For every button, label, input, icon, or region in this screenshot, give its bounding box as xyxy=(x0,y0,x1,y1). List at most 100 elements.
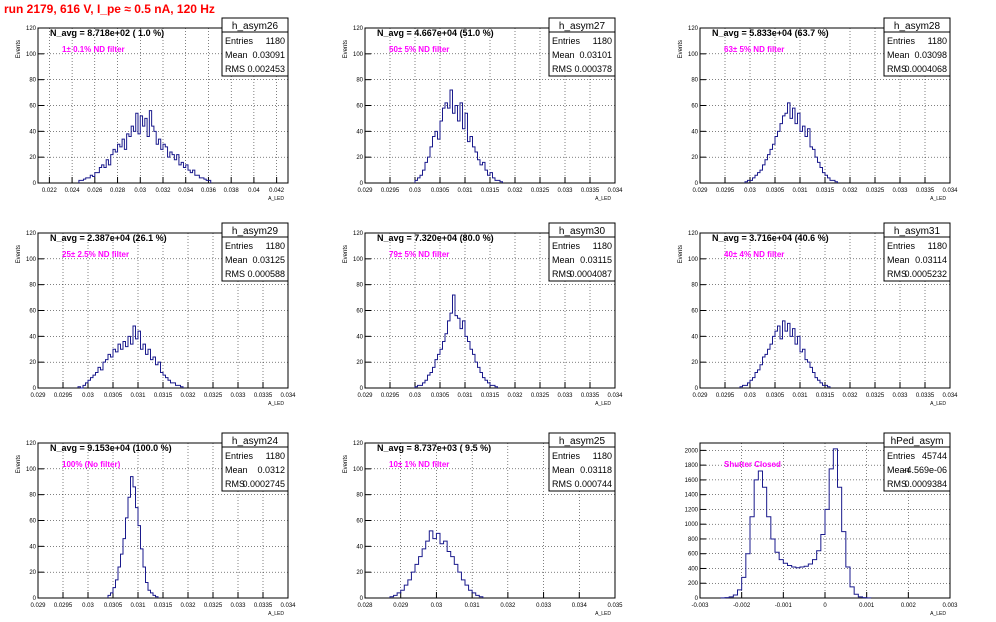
stats-label: RMS xyxy=(225,64,245,74)
x-tick-label: 0.0325 xyxy=(204,393,223,399)
y-tick-label: 1800 xyxy=(685,463,699,469)
x-tick-label: 0.0295 xyxy=(716,393,735,399)
y-tick-label: 400 xyxy=(688,566,699,572)
y-tick-label: 20 xyxy=(356,570,363,576)
stats-label: Mean xyxy=(552,50,575,60)
x-tick-label: 0.029 xyxy=(692,393,708,399)
y-tick-label: 0 xyxy=(33,596,37,602)
y-axis-label: Events xyxy=(343,455,349,473)
histogram-panel-h_asym27: 0 20 40 60 80 100 120 0.029 0.0295 0.03 0.0305 0.03… xyxy=(343,17,623,202)
x-tick-label: 0.0325 xyxy=(204,603,223,609)
stats-value: 1180 xyxy=(928,36,947,46)
y-tick-label: 20 xyxy=(691,360,698,366)
x-tick-label: 0.022 xyxy=(42,188,58,194)
stats-label: Mean xyxy=(225,50,248,60)
y-tick-label: 40 xyxy=(29,544,36,550)
y-tick-label: 100 xyxy=(26,467,37,473)
y-tick-label: 100 xyxy=(26,52,37,58)
histogram-line xyxy=(389,530,484,598)
x-tick-label: 0.031 xyxy=(130,603,146,609)
x-tick-label: 0.029 xyxy=(692,188,708,194)
x-axis-label: A_LED xyxy=(930,196,946,202)
x-tick-label: 0.0305 xyxy=(766,188,785,194)
navg-label: N_avg = 2.387e+04 (26.1 %) xyxy=(50,233,167,243)
y-tick-label: 20 xyxy=(29,570,36,576)
histogram-panel-h_asym28: 0 20 40 60 80 100 120 0.029 0.0295 0.03 0.0305 0.03… xyxy=(678,17,958,202)
x-tick-label: 0.0315 xyxy=(481,188,500,194)
x-tick-label: 0.032 xyxy=(842,393,858,399)
y-tick-label: 80 xyxy=(356,493,363,499)
histogram-panel-h_asym25: 0 20 40 60 80 100 120 0.028 0.029 0.03 0.031 0.032 0… xyxy=(343,432,623,617)
x-tick-label: 0 xyxy=(823,603,827,609)
stats-label: Mean xyxy=(552,255,575,265)
stats-label: Entries xyxy=(552,451,581,461)
stats-value: 0.0002745 xyxy=(242,479,285,489)
y-tick-label: 100 xyxy=(688,257,699,263)
x-axis-label: A_LED xyxy=(268,196,284,202)
filter-note: 1± 0.1% ND filter xyxy=(62,45,125,54)
x-tick-label: 0.032 xyxy=(507,393,523,399)
x-tick-label: 0.033 xyxy=(536,603,552,609)
stats-label: Mean xyxy=(225,255,248,265)
y-tick-label: 120 xyxy=(26,231,37,237)
y-tick-label: 80 xyxy=(356,283,363,289)
stats-box xyxy=(883,222,951,282)
x-tick-label: 0.03 xyxy=(134,188,146,194)
y-tick-label: 120 xyxy=(688,26,699,32)
stats-value: 1180 xyxy=(266,241,285,251)
x-tick-label: 0.03 xyxy=(431,603,443,609)
y-tick-label: 2000 xyxy=(685,448,699,454)
x-tick-label: 0.0335 xyxy=(581,188,600,194)
y-tick-label: 1200 xyxy=(685,507,699,513)
navg-label: N_avg = 4.667e+04 (51.0 %) xyxy=(377,28,494,38)
stats-label: Mean xyxy=(887,50,910,60)
y-tick-label: 80 xyxy=(691,78,698,84)
x-tick-label: 0.034 xyxy=(607,393,623,399)
x-tick-label: 0.0305 xyxy=(104,393,123,399)
x-tick-label: 0.036 xyxy=(201,188,217,194)
x-tick-label: 0.033 xyxy=(230,393,246,399)
y-tick-label: 100 xyxy=(353,257,364,263)
filter-note: 100% (No filter) xyxy=(62,460,121,469)
stats-title: h_asym31 xyxy=(894,226,941,237)
stats-value: 0.03115 xyxy=(580,255,612,265)
stats-value: 0.03125 xyxy=(252,255,285,265)
histogram-line xyxy=(78,110,212,183)
y-tick-label: 100 xyxy=(353,52,364,58)
y-tick-label: 600 xyxy=(688,552,699,558)
stats-value: 0.000588 xyxy=(247,269,285,279)
y-tick-label: 80 xyxy=(691,283,698,289)
y-tick-label: 60 xyxy=(29,519,36,525)
x-tick-label: 0.03 xyxy=(82,393,94,399)
x-tick-label: 0.031 xyxy=(457,393,473,399)
x-tick-label: 0.0305 xyxy=(766,393,785,399)
x-axis-label: A_LED xyxy=(930,401,946,407)
x-tick-label: 0.031 xyxy=(792,188,808,194)
x-tick-label: 0.0315 xyxy=(816,393,835,399)
y-tick-label: 0 xyxy=(360,181,364,187)
x-tick-label: -0.001 xyxy=(775,603,793,609)
x-tick-label: 0.0305 xyxy=(431,393,450,399)
y-tick-label: 0 xyxy=(33,181,37,187)
x-tick-label: 0.031 xyxy=(792,393,808,399)
x-tick-label: 0.034 xyxy=(572,603,588,609)
x-tick-label: 0.033 xyxy=(557,188,573,194)
y-tick-label: 0 xyxy=(695,596,699,602)
stats-label: Entries xyxy=(225,36,254,46)
filter-note: 79± 5% ND filter xyxy=(389,250,449,259)
x-tick-label: 0.0305 xyxy=(104,603,123,609)
y-tick-label: 40 xyxy=(29,129,36,135)
y-axis-label: Events xyxy=(343,40,349,58)
y-axis-label: Events xyxy=(16,245,22,263)
x-tick-label: 0.0325 xyxy=(866,188,885,194)
y-tick-label: 60 xyxy=(356,309,363,315)
x-tick-label: 0.0325 xyxy=(866,393,885,399)
y-tick-label: 60 xyxy=(356,519,363,525)
x-tick-label: 0.032 xyxy=(155,188,171,194)
stats-value: 0.0004068 xyxy=(904,64,947,74)
navg-label: N_avg = 3.716e+04 (40.6 %) xyxy=(712,233,829,243)
y-axis-label: Events xyxy=(343,245,349,263)
stats-label: RMS xyxy=(552,269,572,279)
stats-box xyxy=(548,17,616,77)
stats-box xyxy=(221,222,289,282)
